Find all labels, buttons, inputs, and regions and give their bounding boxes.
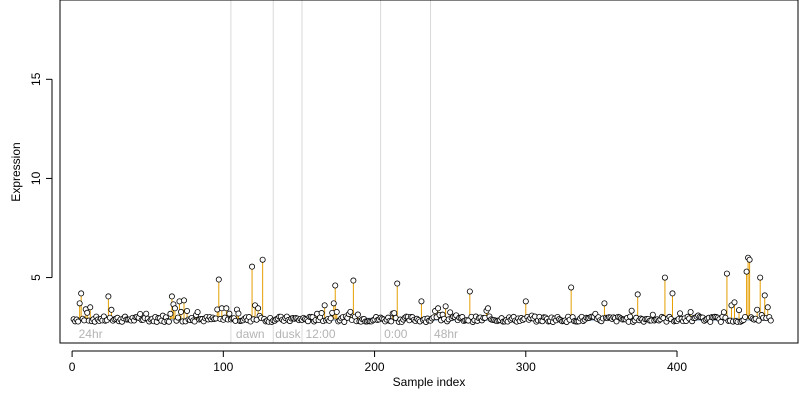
data-point [259, 256, 266, 263]
data-point [75, 318, 82, 325]
data-point [177, 308, 184, 315]
data-point [628, 307, 635, 314]
data-point [347, 308, 354, 315]
data-point [354, 311, 361, 318]
data-point [174, 314, 181, 321]
data-point [223, 305, 230, 312]
data-point [226, 310, 233, 317]
data-point [761, 292, 768, 299]
data-point [84, 309, 91, 316]
data-point [327, 315, 334, 322]
data-point [165, 318, 172, 325]
data-point [350, 277, 357, 284]
x-axis: 0 100 200 300 400 [69, 350, 687, 374]
data-point [743, 268, 750, 275]
x-tick-label: 0 [69, 360, 76, 374]
data-point [723, 270, 730, 277]
data-point [649, 311, 656, 318]
data-point [736, 307, 743, 314]
plot-frame [59, 0, 799, 344]
y-axis: 5 10 15 [29, 72, 53, 281]
data-point [731, 299, 738, 306]
data-point [215, 276, 222, 283]
x-tick-label: 300 [516, 360, 536, 374]
y-axis-label: Expression [9, 142, 23, 201]
region-label: dusk [275, 327, 301, 341]
y-tick-label: 10 [29, 171, 43, 185]
y-tick-label: 5 [29, 274, 43, 281]
data-point [332, 282, 339, 289]
x-tick-label: 200 [365, 360, 385, 374]
data-point [255, 305, 262, 312]
data-point [318, 310, 325, 317]
data-point [466, 288, 473, 295]
data-point [435, 305, 442, 312]
data-point [76, 300, 83, 307]
data-point [167, 310, 174, 317]
data-point [87, 304, 94, 311]
data-point [764, 304, 771, 311]
data-point [418, 298, 425, 305]
data-point [194, 309, 201, 316]
data-point [137, 310, 144, 317]
data-point [447, 309, 454, 316]
data-point [105, 293, 112, 300]
data-point [143, 310, 150, 317]
data-point [321, 302, 328, 309]
data-point [767, 317, 774, 324]
region-label: 24hr [79, 327, 103, 341]
data-point [341, 318, 348, 325]
region-label: dawn [236, 327, 265, 341]
data-point [601, 300, 608, 307]
data-point [746, 256, 753, 263]
x-tick-label: 100 [213, 360, 233, 374]
data-point [330, 300, 337, 307]
data-point [442, 303, 449, 310]
data-point [249, 263, 256, 270]
region-lines [230, 0, 432, 343]
data-point [181, 297, 188, 304]
data-points [70, 254, 774, 325]
data-point [522, 298, 529, 305]
data-point [627, 313, 634, 320]
data-point [687, 309, 694, 316]
data-point [742, 313, 749, 320]
x-axis-label: Sample index [393, 375, 466, 389]
data-point [391, 310, 398, 317]
data-point [568, 284, 575, 291]
y-tick-label: 15 [29, 72, 43, 86]
region-labels: 24hr dawn dusk 12:00 0:00 48hr [79, 327, 458, 341]
data-point [333, 308, 340, 315]
data-point [78, 290, 85, 297]
data-point [717, 318, 724, 325]
data-point [388, 318, 395, 325]
data-point [168, 293, 175, 300]
data-point [108, 306, 115, 313]
data-point [235, 310, 242, 317]
data-point [484, 305, 491, 312]
x-tick-label: 400 [667, 360, 687, 374]
data-point [754, 306, 761, 313]
data-point [720, 309, 727, 316]
data-point [394, 280, 401, 287]
region-label: 48hr [434, 327, 458, 341]
data-point [669, 290, 676, 297]
region-label: 12:00 [305, 327, 335, 341]
data-point [677, 310, 684, 317]
data-point [171, 305, 178, 312]
data-point [184, 307, 191, 314]
data-point [755, 317, 762, 324]
data-point [634, 291, 641, 298]
data-point [757, 274, 764, 281]
data-point [661, 274, 668, 281]
region-label: 0:00 [384, 327, 408, 341]
